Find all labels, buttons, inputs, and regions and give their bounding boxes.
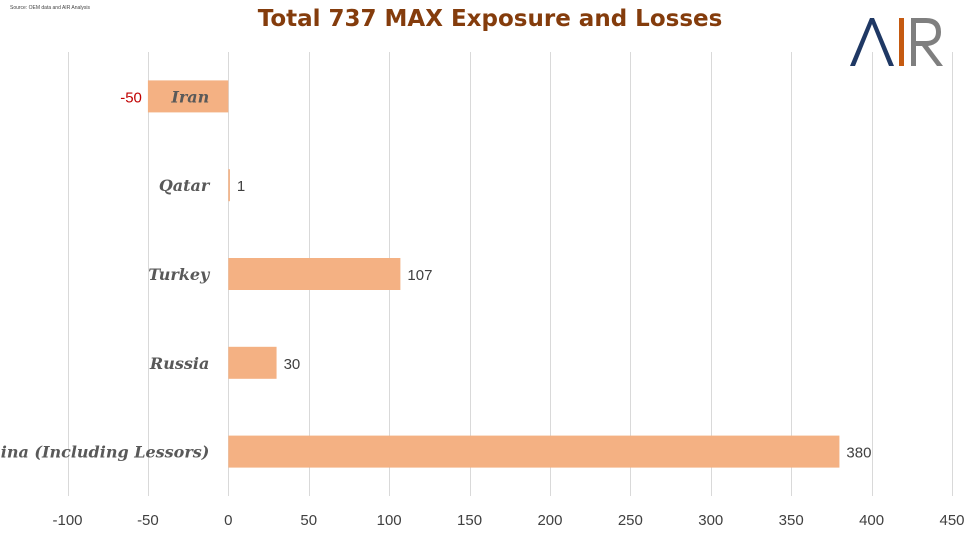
category-label: Qatar [159,176,211,195]
data-labels: -50 1 107 30 380 [120,89,871,461]
category-label: Turkey [148,265,211,284]
air-logo-mark [850,18,943,66]
x-tick-label: -50 [137,512,159,529]
x-tick-label: 400 [859,512,884,529]
x-tick-label: 100 [377,512,402,529]
chart-title: Total 737 MAX Exposure and Losses [257,6,723,32]
x-tick-label: 150 [457,512,482,529]
category-label: Russia [149,354,209,373]
data-label: 1 [237,178,245,195]
x-axis-tick-labels: -100 -50 0 50 100 150 200 250 300 350 400 450 [52,512,964,529]
bar [228,346,277,379]
x-tick-label: 300 [698,512,723,529]
bar [147,80,229,113]
x-tick-label: 0 [224,512,232,529]
bar [228,258,401,290]
data-label: -50 [120,89,142,106]
x-tick-label: 50 [300,512,317,529]
air-logo [850,18,943,66]
category-label: China (Including Lessors) [0,443,209,462]
x-tick-label: 250 [618,512,643,529]
bar [228,169,230,202]
gridlines [68,52,953,496]
data-label: 107 [407,267,432,284]
data-label: 30 [284,356,301,373]
bar [228,435,840,468]
x-tick-label: -100 [52,512,82,529]
category-label: Iran [170,87,209,106]
x-tick-label: 450 [939,512,964,529]
x-tick-label: 200 [537,512,562,529]
source-note: Source: OEM data and AIR Analysis [10,5,91,11]
bars [147,80,840,468]
data-label: 380 [846,445,871,462]
x-tick-label: 350 [779,512,804,529]
category-labels: Iran Qatar Turkey Russia China (Including Le… [0,87,211,461]
